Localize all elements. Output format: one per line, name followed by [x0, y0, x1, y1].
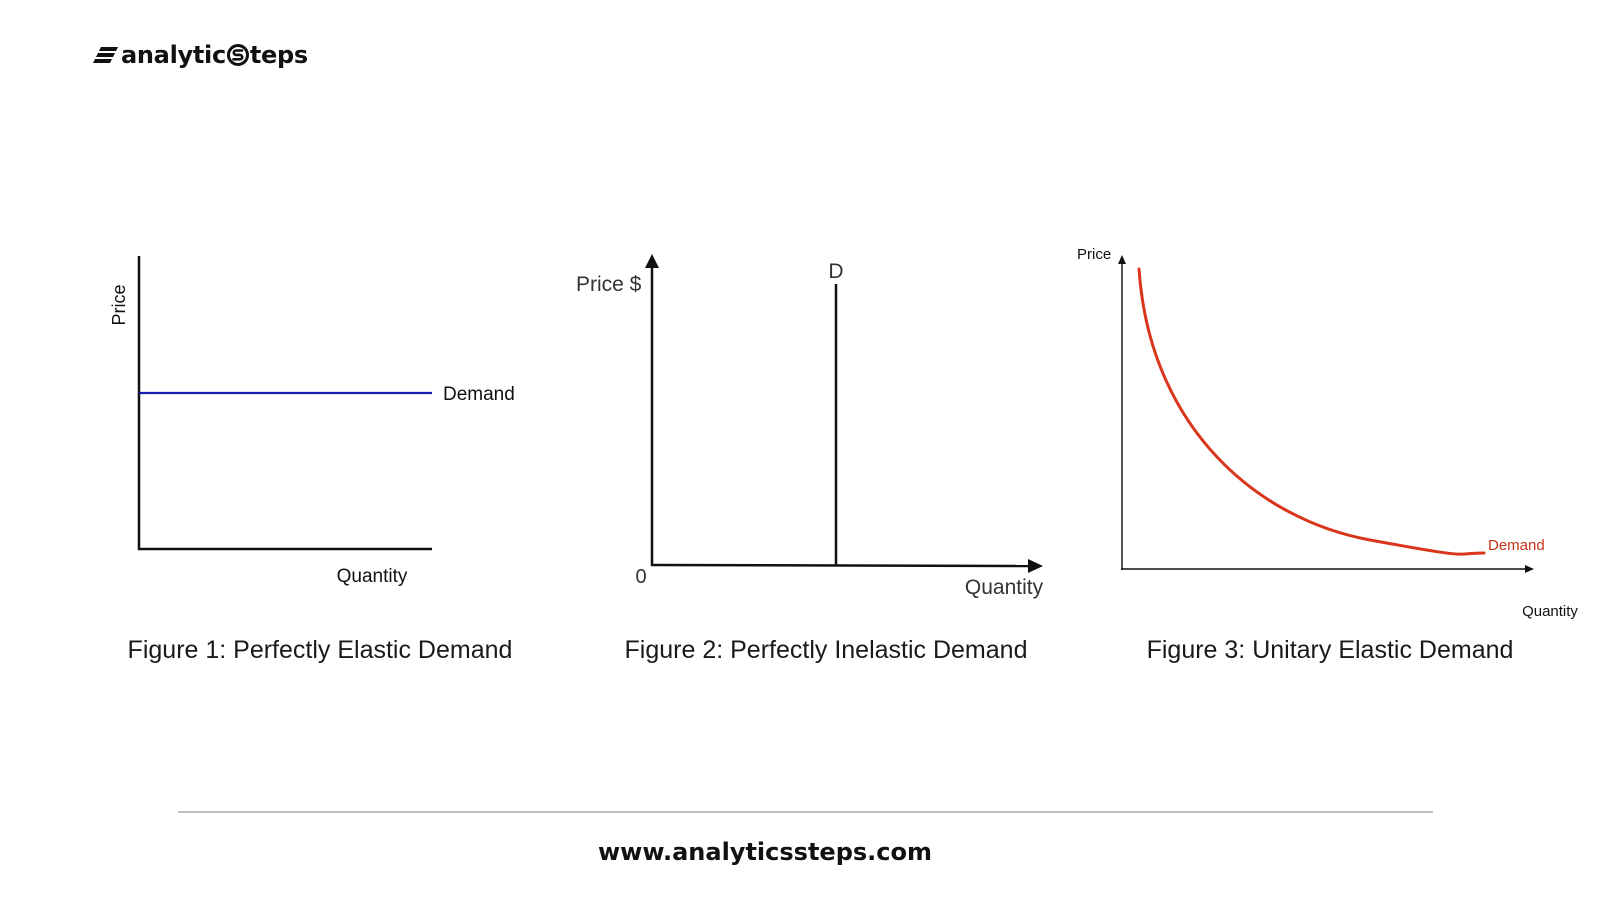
figure-2-x-label: Quantity: [965, 576, 1044, 599]
figure-2-x-axis-arrow-icon: [1028, 559, 1043, 573]
logo-speed-lines-icon: [93, 47, 118, 63]
analyticsteps-logo[interactable]: analytic teps: [93, 38, 308, 72]
figure-2-y-axis-arrow-icon: [645, 254, 659, 268]
footer-divider: [178, 811, 1433, 813]
figure-3-y-label: Price: [1077, 246, 1111, 263]
figure-3-demand-label: Demand: [1488, 537, 1545, 554]
figure-1-caption: Figure 1: Perfectly Elastic Demand: [127, 636, 513, 664]
site-url-link[interactable]: www.analyticssteps.com: [598, 838, 932, 866]
figure-2-y-label: Price $: [576, 273, 642, 296]
logo-text-analytic: analytic: [121, 41, 226, 69]
figure-1-x-label: Quantity: [337, 566, 408, 587]
figure-1-demand-label: Demand: [443, 384, 515, 405]
figure-2-demand-label: D: [828, 260, 843, 283]
logo-text-teps: teps: [249, 41, 308, 69]
figure-1-y-label: Price: [109, 284, 129, 325]
figure-2-caption: Figure 2: Perfectly Inelastic Demand: [624, 636, 1028, 664]
figure-3-demand-curve: [1137, 267, 1486, 556]
figure-3-x-label: Quantity: [1522, 603, 1578, 620]
figure-3-y-axis-arrow-icon: [1118, 255, 1126, 264]
logo-s-icon: [226, 44, 249, 66]
figure-3-caption: Figure 3: Unitary Elastic Demand: [1146, 636, 1514, 664]
figure-3-x-axis-arrow-icon: [1525, 565, 1534, 573]
figure-2-origin-label: 0: [635, 566, 646, 588]
figure-2-x-axis: [650, 563, 1031, 568]
